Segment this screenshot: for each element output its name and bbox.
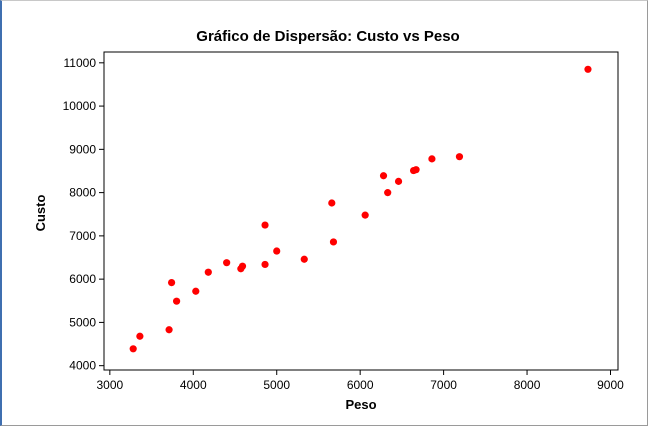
data-point: [238, 262, 247, 270]
chart-title: Gráfico de Dispersão: Custo vs Peso: [196, 28, 459, 45]
data-point: [165, 326, 173, 334]
data-point: [136, 332, 144, 340]
data-point: [379, 172, 388, 180]
data-point: [300, 255, 308, 263]
data-point: [584, 65, 592, 73]
x-tick-label: 6000: [347, 378, 374, 392]
x-tick-label: 3000: [96, 378, 123, 392]
y-tick-label: 8000: [69, 186, 96, 200]
plot-area: [103, 51, 619, 371]
data-point: [329, 238, 338, 246]
x-tick-label: 4000: [180, 378, 207, 392]
x-tick-label: 5000: [263, 378, 290, 392]
x-tick-label: 8000: [514, 378, 541, 392]
data-point: [223, 259, 231, 267]
y-tick-label: 7000: [69, 229, 96, 243]
data-point: [172, 297, 181, 305]
data-point: [261, 260, 269, 269]
y-tick-label: 11000: [64, 56, 97, 70]
data-point: [394, 177, 403, 185]
data-point: [455, 153, 464, 161]
y-tick-label: 9000: [69, 142, 96, 156]
y-tick-label: 6000: [69, 272, 96, 286]
x-tick-label: 7000: [430, 378, 457, 392]
data-point: [428, 155, 436, 163]
y-axis-label: Custo: [33, 195, 48, 232]
data-point: [328, 199, 336, 207]
y-axis: 4000 5000 6000 7000 8000 9000 10000 11000: [63, 56, 104, 373]
data-point: [412, 166, 420, 174]
data-point: [261, 221, 269, 229]
data-point: [167, 279, 176, 287]
data-point: [273, 247, 281, 255]
x-axis: 3000 4000 5000 6000 7000 8000 9000: [96, 370, 624, 392]
y-tick-label: 10000: [63, 99, 97, 113]
x-axis-label: Peso: [345, 397, 376, 412]
y-tick-label: 5000: [69, 315, 96, 329]
data-point: [192, 287, 200, 295]
data-point: [129, 345, 137, 353]
y-tick-label: 4000: [69, 359, 96, 373]
data-point: [361, 211, 369, 219]
data-point: [204, 268, 212, 276]
data-point: [384, 189, 392, 197]
data-points: [129, 65, 592, 353]
x-tick-label: 9000: [597, 378, 624, 392]
